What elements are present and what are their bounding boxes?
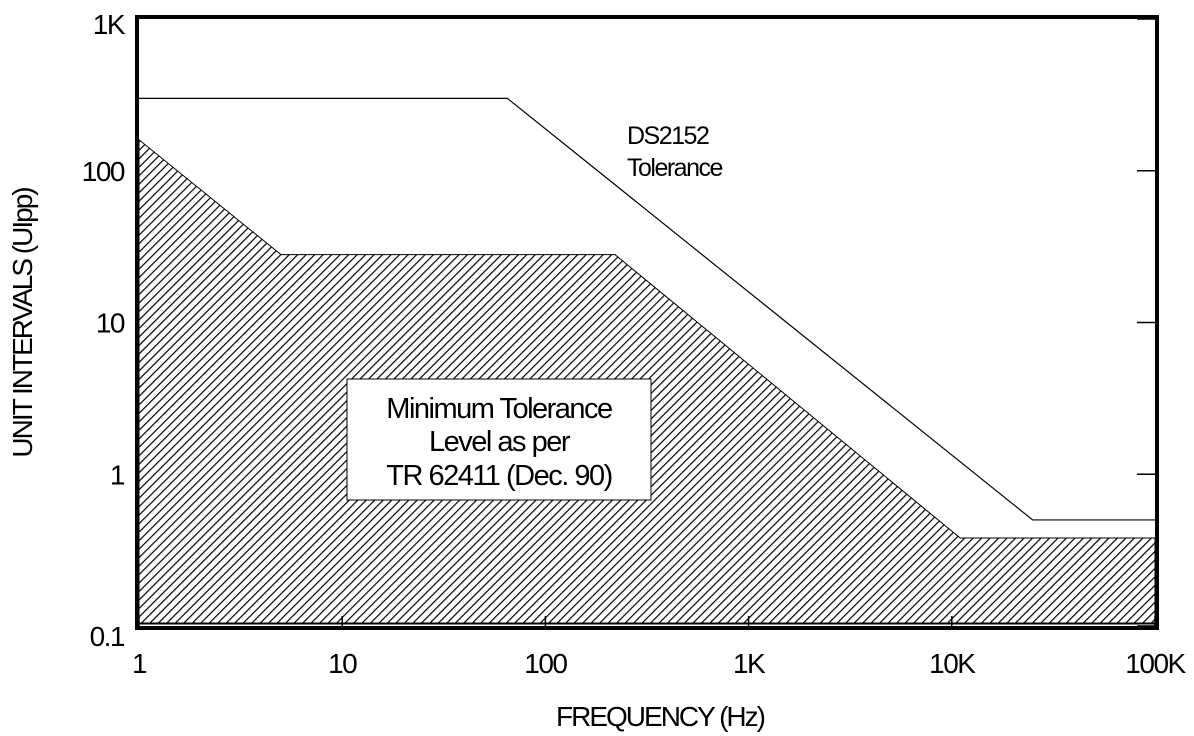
ds2152-annotation-line-2: Tolerance	[627, 154, 722, 182]
ds2152-annotation-line-1: DS2152	[627, 122, 709, 150]
minimum-tolerance-annotation-line-2: Level as per	[429, 426, 571, 458]
y-tick-label: 10	[96, 308, 125, 339]
minimum-tolerance-annotation: Minimum Tolerance Level as per TR 62411 …	[346, 378, 652, 501]
y-tick-label: 0.1	[90, 621, 125, 652]
minimum-tolerance-annotation-line-1: Minimum Tolerance	[386, 393, 612, 425]
x-axis-title: FREQUENCY (Hz)	[556, 701, 765, 732]
x-tick-label: 10	[328, 648, 357, 679]
y-tick-label: 100	[82, 156, 125, 187]
minimum-tolerance-annotation-box	[346, 378, 652, 501]
ds2152-tolerance-line	[139, 97, 1155, 521]
x-tick-label: 100	[524, 648, 567, 679]
x-tick-label: 1	[132, 648, 147, 679]
x-tick-label: 100K	[1125, 648, 1186, 679]
x-tick-label: 10K	[929, 648, 976, 679]
minimum-tolerance-annotation-line-3: TR 62411 (Dec. 90)	[386, 460, 612, 492]
y-tick-label: 1K	[93, 9, 126, 40]
plot-frame	[135, 15, 1159, 630]
y-axis-title: UNIT INTERVALS (UIpp)	[7, 188, 38, 458]
x-tick-label: 1K	[733, 648, 766, 679]
y-tick-label: 1	[110, 459, 125, 490]
ds2152-annotation: DS2152 Tolerance	[627, 122, 724, 182]
